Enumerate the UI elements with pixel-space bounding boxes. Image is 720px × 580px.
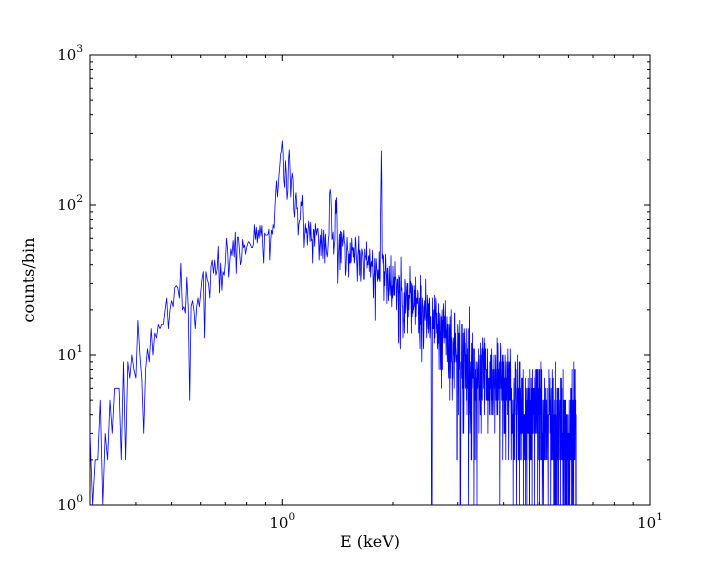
x-axis-label: E (keV) — [340, 532, 400, 551]
tick-label: 100 — [269, 511, 295, 532]
spectrum-series — [89, 140, 577, 506]
tick-label: 101 — [637, 511, 663, 532]
tick-label: 101 — [57, 343, 83, 364]
x-ticks — [135, 55, 651, 505]
y-axis-label: counts/bin — [19, 238, 38, 323]
plot-area: 100 101 100 101 102 103 — [57, 43, 663, 532]
tick-label: 102 — [57, 193, 83, 214]
tick-label: 100 — [57, 493, 83, 514]
y-ticks — [90, 54, 650, 506]
y-tick-labels: 100 101 102 103 — [57, 43, 83, 514]
tick-label: 103 — [57, 43, 83, 64]
spectrum-line — [89, 140, 577, 506]
x-tick-labels: 100 101 — [269, 511, 663, 532]
axes-frame — [89, 54, 651, 506]
